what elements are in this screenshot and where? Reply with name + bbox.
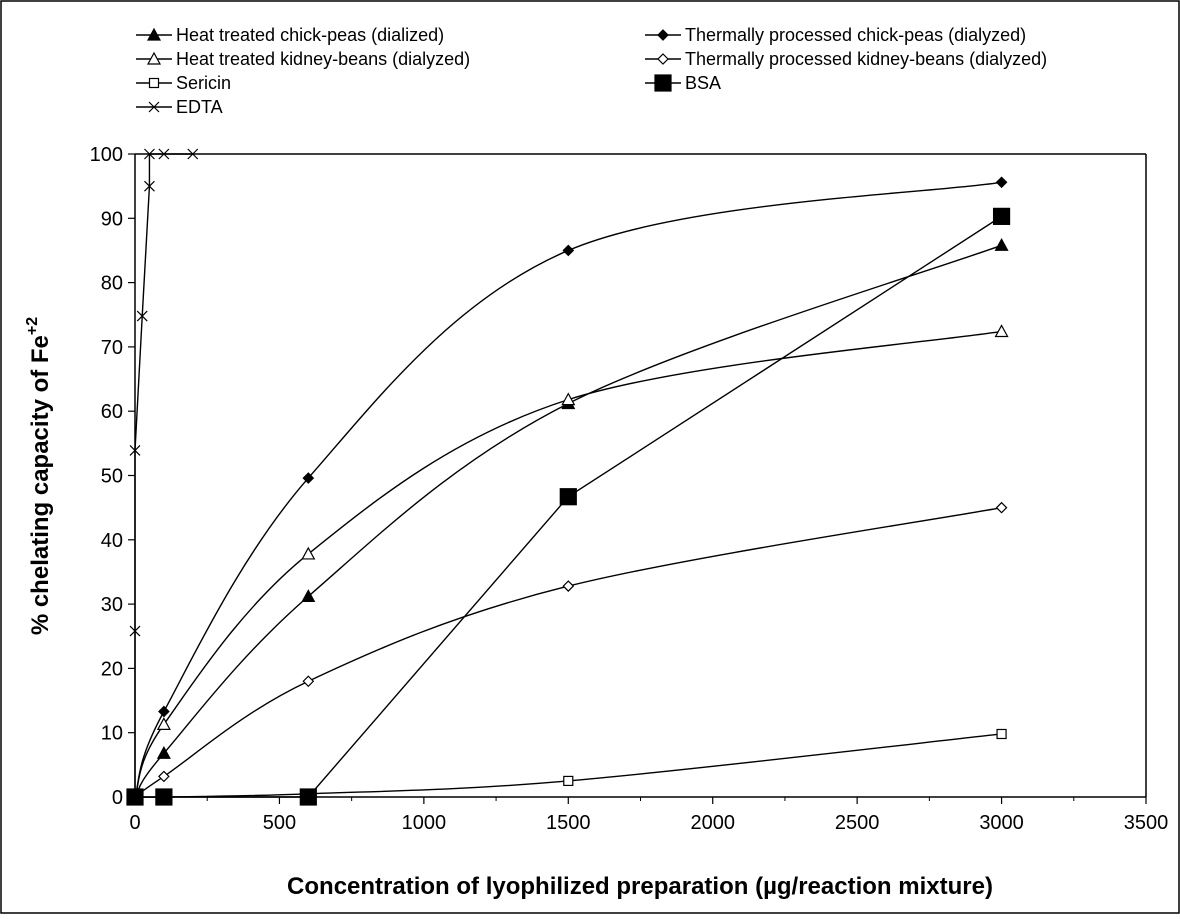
x-tick-label: 2500 (835, 812, 880, 834)
legend-label: Sericin (176, 73, 231, 93)
legend-label: Heat treated chick-peas (dialized) (176, 25, 444, 45)
data-point (996, 728, 1007, 740)
y-tick-label: 40 (101, 530, 123, 552)
y-tick-label: 0 (112, 787, 123, 809)
data-point (561, 392, 576, 406)
data-point (562, 244, 575, 257)
y-tick-label: 20 (101, 658, 123, 680)
legend-marker (146, 51, 162, 65)
y-tick-label: 100 (90, 144, 123, 166)
legend-label: Heat treated kidney-beans (dialyzed) (176, 49, 470, 69)
data-point (156, 717, 171, 730)
legend-label: EDTA (176, 97, 223, 117)
y-axis-title-main: % chelating capacity of Fe (27, 335, 54, 635)
y-tick-label: 50 (101, 466, 123, 488)
legend-marker (657, 53, 669, 65)
data-point (562, 580, 575, 592)
data-point (158, 770, 170, 783)
x-tick-label: 3000 (979, 812, 1024, 834)
data-point (994, 238, 1009, 251)
x-tick-label: 1500 (546, 812, 591, 834)
legend-item-edta: EDTA (136, 97, 223, 117)
x-tick-label: 3500 (1124, 812, 1169, 834)
legend-item-bsa: BSA (645, 73, 721, 93)
data-point (302, 472, 315, 484)
axes: 0 500 1000 1500 2000 2500 3000 3500 0 10 20 30 40 50 6… (90, 144, 1169, 834)
legend-marker (657, 29, 669, 41)
x-tick-label: 500 (263, 812, 296, 834)
legend-marker (146, 27, 162, 41)
y-tick-label: 80 (101, 273, 123, 295)
data-point (995, 501, 1008, 514)
y-tick-label: 70 (101, 337, 123, 359)
legend-marker (654, 74, 672, 92)
legend-label: BSA (685, 73, 721, 93)
legend-label: Thermally processed kidney-beans (dialyz… (685, 49, 1047, 69)
data-point (156, 746, 171, 759)
x-tick-label: 0 (129, 812, 140, 834)
data-point (994, 324, 1009, 338)
data-point (302, 675, 315, 688)
data-point (136, 310, 148, 322)
y-tick-label: 10 (101, 723, 123, 745)
legend-item-thermally-processed-chick-peas-dialyzed: Thermally processed chick-peas (dialyzed… (645, 25, 1026, 45)
data-point (992, 207, 1011, 225)
y-axis-title: % chelating capacity of Fe+2 (24, 317, 54, 635)
y-axis-title-superscript: +2 (24, 317, 41, 335)
data-point (563, 775, 574, 787)
legend-marker (148, 77, 160, 89)
legend: Heat treated chick-peas (dialized) Therma… (136, 25, 1047, 117)
legend-item-heat-treated-chick-peas-dialized: Heat treated chick-peas (dialized) (136, 25, 444, 45)
x-tick-label: 2000 (690, 812, 735, 834)
data-point (301, 546, 316, 560)
data-point (144, 180, 155, 192)
legend-item-heat-treated-kidney-beans-dialyzed: Heat treated kidney-beans (dialyzed) (136, 49, 470, 69)
y-tick-label: 60 (101, 401, 123, 423)
legend-label: Thermally processed chick-peas (dialyzed… (685, 25, 1026, 45)
y-tick-label: 90 (101, 208, 123, 230)
data-point (158, 705, 170, 718)
series-line (134, 244, 1002, 798)
legend-item-thermally-processed-kidney-beans-dialyzed: Thermally processed kidney-beans (dialyz… (645, 49, 1047, 69)
x-axis-title: Concentration of lyophilized preparation… (287, 873, 993, 900)
data-point (301, 589, 316, 602)
legend-marker (148, 101, 160, 113)
y-tick-label: 30 (101, 594, 123, 616)
x-tick-label: 1000 (402, 812, 447, 834)
legend-item-sericin: Sericin (136, 73, 231, 93)
data-point (559, 488, 577, 506)
data-point (995, 176, 1008, 189)
